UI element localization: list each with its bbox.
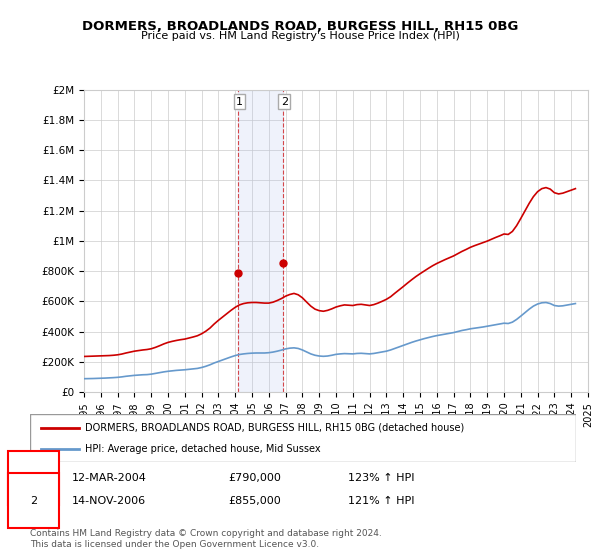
Text: 121% ↑ HPI: 121% ↑ HPI bbox=[348, 496, 415, 506]
Text: DORMERS, BROADLANDS ROAD, BURGESS HILL, RH15 0BG (detached house): DORMERS, BROADLANDS ROAD, BURGESS HILL, … bbox=[85, 423, 464, 433]
Bar bbox=[238, 90, 283, 392]
Text: 12-MAR-2004: 12-MAR-2004 bbox=[72, 473, 147, 483]
Text: 2: 2 bbox=[30, 496, 37, 506]
Text: 14-NOV-2006: 14-NOV-2006 bbox=[72, 496, 146, 506]
Text: Contains HM Land Registry data © Crown copyright and database right 2024.
This d: Contains HM Land Registry data © Crown c… bbox=[30, 529, 382, 549]
Text: 2: 2 bbox=[281, 97, 288, 107]
Text: DORMERS, BROADLANDS ROAD, BURGESS HILL, RH15 0BG: DORMERS, BROADLANDS ROAD, BURGESS HILL, … bbox=[82, 20, 518, 32]
Text: £790,000: £790,000 bbox=[228, 473, 281, 483]
Text: HPI: Average price, detached house, Mid Sussex: HPI: Average price, detached house, Mid … bbox=[85, 444, 320, 454]
Text: 1: 1 bbox=[236, 97, 243, 107]
Text: 1: 1 bbox=[30, 473, 37, 483]
Text: 123% ↑ HPI: 123% ↑ HPI bbox=[348, 473, 415, 483]
FancyBboxPatch shape bbox=[30, 414, 576, 462]
Text: Price paid vs. HM Land Registry's House Price Index (HPI): Price paid vs. HM Land Registry's House … bbox=[140, 31, 460, 41]
Text: £855,000: £855,000 bbox=[228, 496, 281, 506]
